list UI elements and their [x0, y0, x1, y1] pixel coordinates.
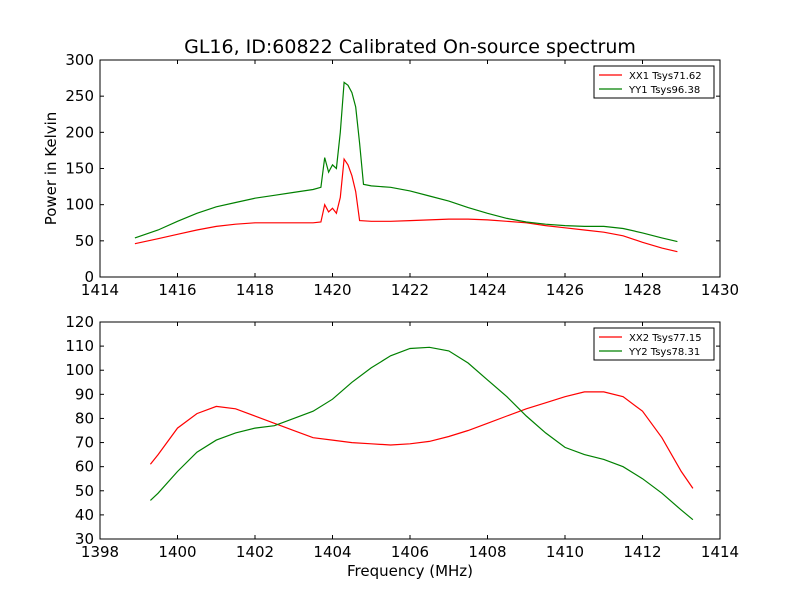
x-tick-label: 1400	[158, 543, 196, 561]
y-tick-label: 50	[75, 232, 94, 250]
y-tick-label: 120	[65, 313, 94, 331]
y-tick-label: 40	[75, 506, 94, 524]
legend-box	[593, 327, 715, 361]
chart-panel-1: 1414 1416 1418 1420 1422 1424 1426 1428 1430 0 50 1…	[42, 51, 739, 299]
y-tick-label: 110	[65, 337, 94, 355]
x-tick-label: 1422	[391, 281, 429, 299]
y-tick-label: 150	[65, 160, 94, 178]
series-line-2	[134, 81, 678, 243]
x-tick-label: 1428	[623, 281, 661, 299]
legend-label: XX2 Tsys77.15	[629, 333, 702, 344]
legend-label: YY2 Tsys78.31	[628, 347, 700, 358]
chart-panel-2: 1398 1400 1402 1404 1406 1408 1410 1412 1414 30 40…	[65, 313, 739, 580]
x-tick-label: 1420	[313, 281, 351, 299]
x-tick-label: 1402	[236, 543, 274, 561]
x-tick-label: 1406	[391, 543, 429, 561]
legend: XX1 Tsys71.62 YY1 Tsys96.38	[593, 65, 715, 99]
x-axis-label: Frequency (MHz)	[347, 562, 473, 580]
series-line-2	[149, 346, 694, 521]
y-tick-label: 300	[65, 51, 94, 69]
y-tick-label: 50	[75, 482, 94, 500]
y-tick-label: 200	[65, 123, 94, 141]
x-tick-label: 1430	[701, 281, 739, 299]
x-tick-label: 1416	[158, 281, 196, 299]
y-tick-label: 80	[75, 409, 94, 427]
x-tick-label: 1414	[701, 543, 739, 561]
legend-box	[593, 65, 715, 99]
x-tick-label: 1398	[81, 543, 119, 561]
legend: XX2 Tsys77.15 YY2 Tsys78.31	[593, 327, 715, 361]
x-tick-label: 1412	[623, 543, 661, 561]
x-tick-label: 1408	[468, 543, 506, 561]
figure-title: GL16, ID:60822 Calibrated On-source spec…	[184, 36, 636, 58]
x-tick-label: 1418	[236, 281, 274, 299]
legend-label: XX1 Tsys71.62	[629, 71, 702, 82]
y-tick-label: 100	[65, 361, 94, 379]
x-tick-label: 1414	[81, 281, 119, 299]
series-line-1	[134, 157, 678, 253]
y-axis-label: Power in Kelvin	[42, 112, 60, 226]
x-tick-label: 1410	[546, 543, 584, 561]
x-tick-label: 1426	[546, 281, 584, 299]
y-tick-label: 90	[75, 385, 94, 403]
x-tick-label: 1404	[313, 543, 351, 561]
x-tick-label: 1424	[468, 281, 506, 299]
y-tick-label: 100	[65, 196, 94, 214]
y-tick-label: 60	[75, 458, 94, 476]
y-tick-label: 0	[84, 268, 94, 286]
y-tick-label: 70	[75, 434, 94, 452]
y-tick-label: 30	[75, 530, 94, 548]
y-tick-label: 250	[65, 87, 94, 105]
legend-label: YY1 Tsys96.38	[628, 85, 700, 96]
series-line-1	[149, 391, 694, 489]
